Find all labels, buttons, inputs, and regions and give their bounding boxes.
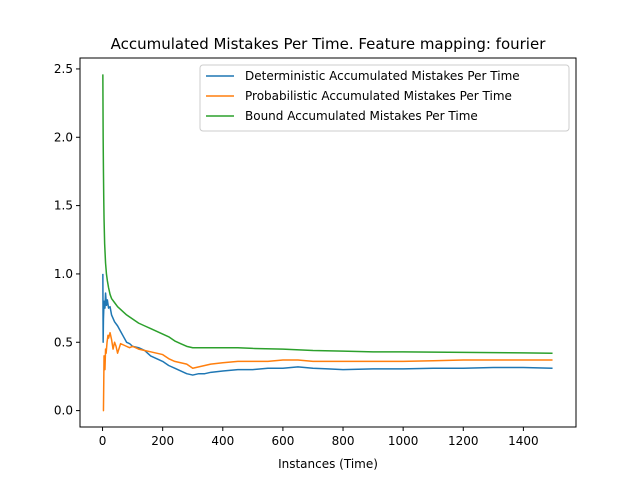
legend-box [199, 64, 570, 132]
y-axis-ticks: 0.0 0.5 1.0 1.5 2.0 2.5 [54, 62, 80, 418]
legend-label-1: Deterministic Accumulated Mistakes Per T… [245, 69, 520, 83]
legend: Deterministic Accumulated Mistakes Per T… [199, 64, 570, 132]
y-tick-label: 0.5 [54, 335, 73, 349]
x-tick-label: 1000 [388, 434, 419, 448]
x-tick-label: 0 [99, 434, 107, 448]
y-tick-label: 1.0 [54, 267, 73, 281]
x-tick-label: 400 [211, 434, 234, 448]
series-line-2 [102, 331, 553, 412]
y-tick-label: 2.5 [54, 62, 73, 76]
y-tick-label: 0.0 [54, 404, 73, 418]
axes-frame [79, 57, 577, 428]
x-tick-label: 800 [332, 434, 355, 448]
x-axis-label: Instances (Time) [278, 457, 378, 471]
x-tick-label: 200 [151, 434, 174, 448]
legend-label-3: Bound Accumulated Mistakes Per Time [245, 109, 478, 123]
series-line-3 [102, 74, 553, 354]
x-axis-ticks: 0 200 400 600 800 1000 1200 1400 [99, 427, 539, 448]
series-line-1 [102, 273, 553, 376]
series-layer [102, 74, 553, 412]
x-tick-label: 1400 [508, 434, 539, 448]
chart-title: Accumulated Mistakes Per Time. Feature m… [111, 35, 547, 53]
y-tick-label: 1.5 [54, 199, 73, 213]
plot-area [79, 57, 577, 428]
y-tick-label: 2.0 [54, 130, 73, 144]
legend-label-2: Probabilistic Accumulated Mistakes Per T… [245, 89, 512, 103]
x-tick-label: 1200 [448, 434, 479, 448]
x-tick-label: 600 [271, 434, 294, 448]
